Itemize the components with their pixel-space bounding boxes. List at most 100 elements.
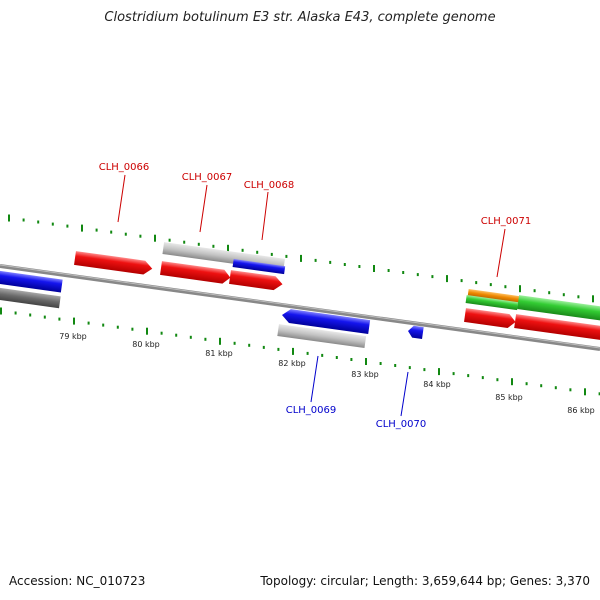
outer-minor-tick bbox=[22, 218, 25, 222]
ruler-minor-tick bbox=[131, 327, 134, 331]
ruler-minor-tick bbox=[306, 351, 309, 355]
ruler-major-tick bbox=[584, 388, 586, 396]
outer-minor-tick bbox=[124, 232, 127, 236]
outer-minor-tick bbox=[285, 254, 288, 258]
outer-minor-tick bbox=[548, 291, 551, 295]
genome-backbone bbox=[0, 264, 600, 351]
ruler-label-79: 79 kbp bbox=[59, 332, 87, 341]
genome-title: Clostridium botulinum E3 str. Alaska E43… bbox=[104, 10, 496, 25]
outer-minor-tick bbox=[329, 260, 332, 264]
outer-minor-tick bbox=[358, 265, 361, 268]
ruler-major-tick bbox=[511, 378, 513, 386]
ruler-major-tick bbox=[292, 347, 294, 355]
outer-minor-tick bbox=[475, 281, 478, 285]
outer-minor-tick bbox=[402, 271, 405, 274]
gene-clh-0070 bbox=[408, 325, 424, 340]
outer-minor-tick bbox=[95, 228, 98, 232]
ruler-minor-tick bbox=[540, 384, 543, 388]
outer-minor-tick bbox=[241, 248, 244, 252]
ruler-label-86: 86 kbp bbox=[567, 406, 595, 415]
ruler-major-tick bbox=[438, 368, 440, 376]
outer-tick-track bbox=[8, 214, 594, 303]
red-feature-right bbox=[514, 314, 600, 342]
outer-minor-tick bbox=[37, 220, 40, 224]
ruler-label-82: 82 kbp bbox=[278, 359, 306, 368]
ruler-label-83: 83 kbp bbox=[351, 370, 379, 379]
ruler-minor-tick bbox=[496, 378, 499, 382]
leader-clh-0067 bbox=[199, 184, 208, 233]
ruler-label-84: 84 kbp bbox=[423, 380, 451, 389]
outer-minor-tick bbox=[212, 244, 215, 248]
ruler-tick-track bbox=[0, 307, 600, 396]
leader-clh-0070 bbox=[400, 371, 409, 417]
ruler-major-tick bbox=[219, 337, 221, 345]
outer-major-tick bbox=[592, 295, 594, 303]
ruler-major-tick bbox=[365, 358, 367, 365]
ruler-minor-tick bbox=[335, 356, 338, 359]
ruler-label-85: 85 kbp bbox=[495, 393, 523, 402]
outer-minor-tick bbox=[416, 273, 419, 277]
ruler-minor-tick bbox=[598, 392, 600, 396]
outer-major-tick bbox=[519, 285, 521, 293]
outer-major-tick bbox=[81, 224, 83, 232]
outer-major-tick bbox=[446, 275, 448, 283]
green-feature-right bbox=[517, 295, 600, 322]
ruler-minor-tick bbox=[379, 362, 382, 365]
ruler-minor-tick bbox=[481, 376, 484, 380]
ruler-minor-tick bbox=[554, 386, 557, 390]
outer-major-tick bbox=[373, 265, 375, 272]
gene-clh-0069 bbox=[282, 309, 371, 335]
outer-minor-tick bbox=[431, 275, 434, 279]
gene-clh-0066 bbox=[74, 251, 153, 275]
leader-clh-0069 bbox=[310, 355, 319, 403]
ruler-minor-tick bbox=[58, 317, 61, 321]
leader-clh-0071 bbox=[496, 228, 506, 278]
genome-summary-text: Topology: circular; Length: 3,659,644 bp… bbox=[260, 574, 590, 588]
outer-minor-tick bbox=[197, 242, 200, 246]
outer-minor-tick bbox=[533, 289, 536, 293]
gene-label-clh-0069: CLH_0069 bbox=[286, 405, 337, 416]
ruler-minor-tick bbox=[160, 331, 163, 335]
outer-minor-tick bbox=[110, 230, 113, 234]
outer-minor-tick bbox=[577, 295, 580, 299]
ruler-minor-tick bbox=[452, 372, 455, 376]
gene-label-clh-0070: CLH_0070 bbox=[376, 419, 427, 430]
ruler-minor-tick bbox=[116, 325, 119, 329]
ruler-minor-tick bbox=[350, 358, 353, 361]
outer-minor-tick bbox=[270, 252, 273, 256]
outer-major-tick bbox=[300, 254, 302, 262]
genome-backbone-highlight bbox=[0, 264, 600, 349]
gene-label-clh-0071: CLH_0071 bbox=[481, 216, 532, 227]
gene-clh-0068 bbox=[229, 270, 283, 291]
ruler-minor-tick bbox=[277, 347, 280, 351]
gene-label-clh-0068: CLH_0068 bbox=[244, 180, 295, 191]
ruler-minor-tick bbox=[43, 315, 46, 319]
outer-minor-tick bbox=[314, 258, 317, 262]
ruler-label-80: 80 kbp bbox=[132, 340, 160, 349]
outer-minor-tick bbox=[562, 293, 565, 297]
ruler-minor-tick bbox=[525, 382, 528, 386]
feature-left-blue bbox=[0, 270, 63, 293]
feature-left-grey bbox=[0, 287, 61, 309]
ruler-label-81: 81 kbp bbox=[205, 349, 233, 358]
outer-major-tick bbox=[154, 234, 156, 242]
ruler-minor-tick bbox=[204, 337, 207, 341]
ruler-minor-tick bbox=[87, 321, 90, 325]
gene-label-clh-0067: CLH_0067 bbox=[182, 172, 233, 183]
green-feature-71 bbox=[465, 295, 519, 311]
outer-major-tick bbox=[227, 244, 229, 252]
leader-clh-0066 bbox=[117, 174, 126, 223]
ruler-minor-tick bbox=[14, 311, 17, 315]
gene-clh-0071 bbox=[464, 308, 516, 328]
outer-minor-tick bbox=[139, 234, 142, 238]
ruler-minor-tick bbox=[467, 374, 470, 378]
ruler-minor-tick bbox=[423, 368, 426, 372]
ruler-minor-tick bbox=[29, 313, 32, 317]
outer-minor-tick bbox=[256, 250, 259, 254]
ruler-minor-tick bbox=[233, 341, 236, 345]
blue-feature-68 bbox=[232, 259, 286, 275]
ruler-minor-tick bbox=[394, 364, 397, 367]
outer-minor-tick bbox=[460, 279, 463, 283]
ruler-minor-tick bbox=[102, 323, 105, 327]
